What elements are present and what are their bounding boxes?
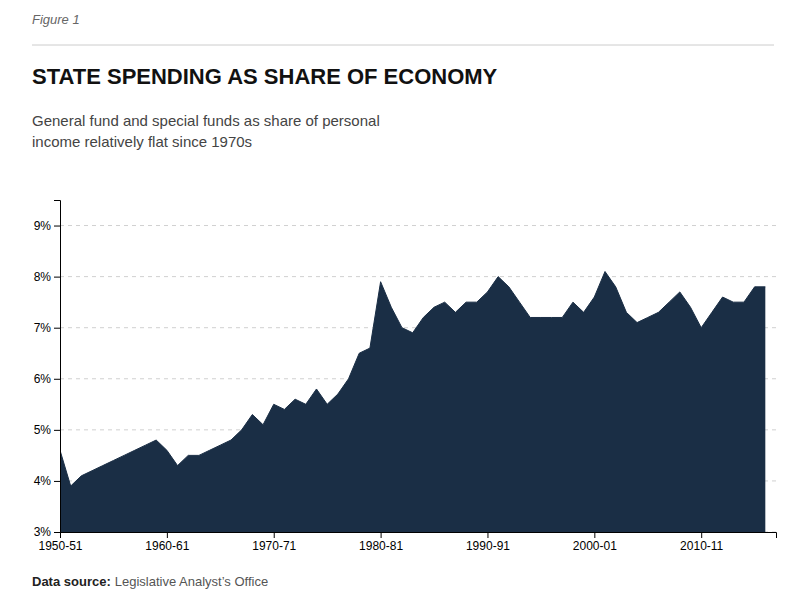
x-tick: 2000-01 bbox=[573, 532, 617, 553]
plot-area: 3% 4% 5% 6% 7% 8% 9% 1950-51 1960-61 1970-71 1980-… bbox=[34, 201, 777, 553]
subtitle: General fund and special funds as share … bbox=[32, 112, 380, 150]
x-axis-line bbox=[61, 533, 777, 539]
grid-line bbox=[60, 276, 776, 277]
y-tick: 7% bbox=[34, 321, 60, 335]
subtitle-line: income relatively flat since 1970s bbox=[32, 133, 252, 150]
x-tick-label: 1950-51 bbox=[38, 539, 82, 553]
y-tick: 6% bbox=[34, 372, 60, 386]
y-tick: 3% bbox=[34, 525, 60, 539]
x-tick: 1980-81 bbox=[359, 532, 403, 553]
y-tick-mark bbox=[54, 226, 60, 227]
y-axis: 3% 4% 5% 6% 7% 8% 9% bbox=[34, 201, 61, 540]
source: Legislative Analyst’s Office bbox=[115, 574, 268, 589]
y-tick-mark bbox=[54, 430, 60, 431]
x-tick: 1960-61 bbox=[145, 532, 189, 553]
x-tick: 2010-11 bbox=[680, 532, 723, 553]
y-tick-label: 4% bbox=[34, 474, 52, 488]
x-tick-label: 1980-81 bbox=[359, 539, 403, 553]
subtitle-line: General fund and special funds as share … bbox=[32, 112, 380, 129]
y-tick: 9% bbox=[34, 219, 60, 233]
x-tick-mark bbox=[594, 532, 595, 538]
y-axis-line bbox=[54, 201, 61, 533]
x-tick-label: 1970-71 bbox=[252, 539, 296, 553]
x-tick-mark bbox=[487, 532, 488, 538]
x-tick-mark bbox=[274, 532, 275, 538]
y-tick-mark bbox=[54, 328, 60, 329]
y-tick-mark bbox=[54, 379, 60, 380]
title: STATE SPENDING AS SHARE OF ECONOMY bbox=[32, 64, 498, 89]
y-tick: 4% bbox=[34, 474, 60, 488]
x-axis: 1950-51 1960-61 1970-71 1980-81 1990-91 2000-… bbox=[38, 532, 776, 553]
x-tick-label: 2000-01 bbox=[573, 539, 617, 553]
y-tick-mark bbox=[54, 532, 60, 533]
y-tick-label: 7% bbox=[34, 321, 52, 335]
x-tick: 1990-91 bbox=[466, 532, 510, 553]
chart-svg: Figure 1 STATE SPENDING AS SHARE OF ECONO… bbox=[0, 0, 806, 604]
x-tick: 1970-71 bbox=[252, 532, 296, 553]
y-tick-mark bbox=[54, 277, 60, 278]
y-tick-label: 9% bbox=[34, 219, 52, 233]
figure-label: Figure 1 bbox=[32, 12, 80, 27]
x-tick-label: 1990-91 bbox=[466, 539, 510, 553]
area bbox=[60, 272, 765, 532]
area-line bbox=[60, 272, 765, 487]
header-rule bbox=[32, 45, 774, 46]
grid bbox=[60, 226, 776, 532]
y-tick-mark bbox=[54, 481, 60, 482]
y-tick: 5% bbox=[34, 423, 60, 437]
x-tick: 1950-51 bbox=[38, 532, 82, 553]
x-tick-mark bbox=[381, 532, 382, 538]
y-tick-label: 8% bbox=[34, 270, 52, 284]
marks bbox=[60, 272, 765, 532]
x-tick-mark bbox=[701, 532, 702, 538]
y-tick: 8% bbox=[34, 270, 60, 284]
x-tick-mark bbox=[60, 532, 61, 538]
y-tick-label: 5% bbox=[34, 423, 52, 437]
x-tick-label: 1960-61 bbox=[145, 539, 189, 553]
chart-container: Figure 1 STATE SPENDING AS SHARE OF ECONO… bbox=[0, 0, 806, 604]
grid-line bbox=[60, 225, 776, 226]
x-tick-mark bbox=[167, 532, 168, 538]
y-tick-label: 3% bbox=[34, 525, 52, 539]
source-label: Data source: bbox=[32, 574, 111, 589]
y-tick-label: 6% bbox=[34, 372, 52, 386]
x-tick-label: 2010-11 bbox=[680, 539, 723, 553]
